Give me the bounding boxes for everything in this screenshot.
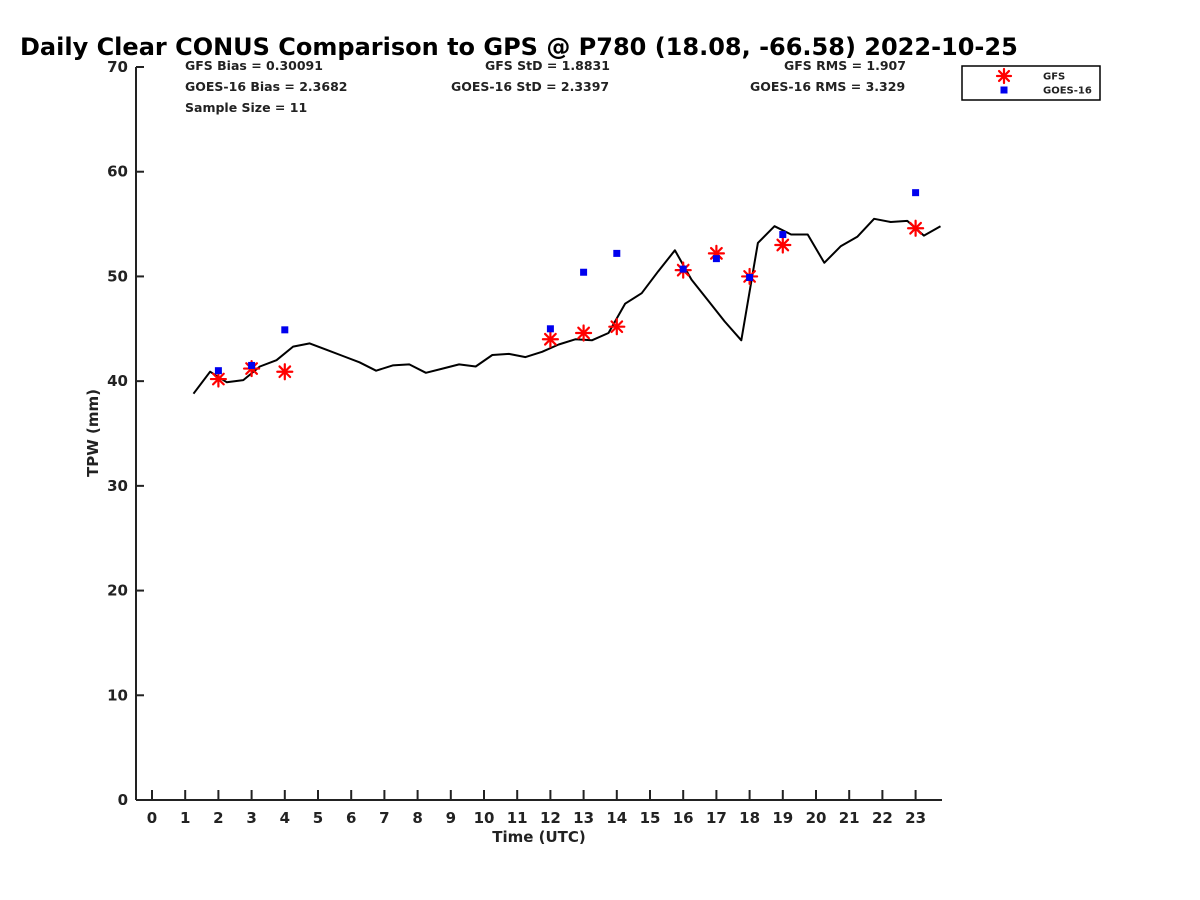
plot-axes	[135, 67, 942, 801]
statistics-block: GFS Bias = 0.30091 GFS StD = 1.8831 GFS RM…	[185, 58, 906, 115]
x-tick-label: 3	[246, 809, 256, 827]
stat-0: GFS Bias = 0.30091	[185, 58, 323, 73]
y-tick-label: 30	[107, 477, 128, 495]
x-tick-label: 12	[540, 809, 561, 827]
gfs-point	[608, 318, 626, 336]
x-tick-label: 21	[839, 809, 860, 827]
x-tick-label: 0	[147, 809, 157, 827]
x-tick-label: 11	[507, 809, 528, 827]
gps-series	[192, 217, 941, 395]
x-tick-label: 4	[280, 809, 290, 827]
goes16-point	[248, 361, 256, 369]
x-tick-label: 10	[474, 809, 495, 827]
stat-2: GFS RMS = 1.907	[784, 58, 906, 73]
chart-title: Daily Clear CONUS Comparison to GPS @ P7…	[20, 33, 1018, 61]
x-tick-label: 7	[379, 809, 389, 827]
y-tick-label: 40	[107, 372, 128, 390]
goes16-point	[679, 265, 687, 273]
x-ticks: 0 1 2 3 4 5 6 7 8 9 10 11 12 13 14 15 16 17 18 19 20 21 22 23	[147, 790, 926, 827]
x-tick-label: 14	[606, 809, 627, 827]
comparison-markers	[209, 189, 925, 388]
goes16-point	[613, 249, 621, 257]
gfs-point	[574, 324, 593, 342]
y-tick-label: 0	[118, 791, 128, 809]
x-tick-label: 22	[872, 809, 893, 827]
y-tick-label: 10	[107, 686, 128, 704]
y-tick-label: 20	[107, 582, 128, 600]
stat-3: GOES-16 Bias = 2.3682	[185, 79, 347, 94]
x-tick-label: 20	[806, 809, 827, 827]
goes16-point	[746, 273, 754, 281]
x-tick-label: 2	[213, 809, 223, 827]
x-tick-label: 17	[706, 809, 727, 827]
x-tick-label: 19	[772, 809, 793, 827]
stat-6: Sample Size = 11	[185, 100, 307, 115]
x-tick-label: 6	[346, 809, 356, 827]
goes16-point	[214, 367, 222, 375]
y-tick-label: 70	[107, 58, 128, 76]
x-tick-label: 13	[573, 809, 594, 827]
stat-1: GFS StD = 1.8831	[485, 58, 610, 73]
goes16-point	[712, 255, 720, 263]
gfs-point	[774, 236, 792, 254]
x-axis-label: Time (UTC)	[492, 828, 586, 846]
x-tick-label: 1	[180, 809, 190, 827]
gfs-point	[541, 330, 560, 348]
goes16-point	[580, 268, 588, 276]
gfs-point	[906, 219, 925, 237]
y-ticks: 0 10 20 30 40 50 60 70	[107, 58, 144, 809]
legend-gfs-marker	[995, 67, 1013, 85]
x-tick-label: 23	[905, 809, 926, 827]
gfs-point	[209, 370, 227, 388]
x-tick-label: 16	[673, 809, 694, 827]
y-tick-label: 60	[107, 163, 128, 181]
legend-box	[961, 65, 1101, 101]
legend-goes16-marker	[1000, 86, 1008, 94]
x-tick-label: 8	[412, 809, 422, 827]
legend-label: GFS	[1043, 72, 1065, 83]
goes16-point	[546, 325, 554, 333]
legend-label: GOES-16	[1043, 86, 1092, 97]
x-tick-label: 9	[446, 809, 456, 827]
stat-5: GOES-16 RMS = 3.329	[750, 79, 905, 94]
x-tick-label: 15	[640, 809, 661, 827]
y-tick-label: 50	[107, 267, 128, 285]
goes16-point	[779, 231, 787, 239]
legend: GFS GOES-16	[961, 65, 1101, 101]
gps-line	[192, 217, 941, 395]
x-tick-label: 18	[739, 809, 760, 827]
stat-4: GOES-16 StD = 2.3397	[451, 79, 609, 94]
x-tick-label: 5	[313, 809, 323, 827]
gfs-point	[276, 363, 294, 381]
y-axis-label: TPW (mm)	[84, 389, 102, 477]
goes16-point	[912, 189, 920, 197]
goes16-point	[281, 326, 289, 334]
